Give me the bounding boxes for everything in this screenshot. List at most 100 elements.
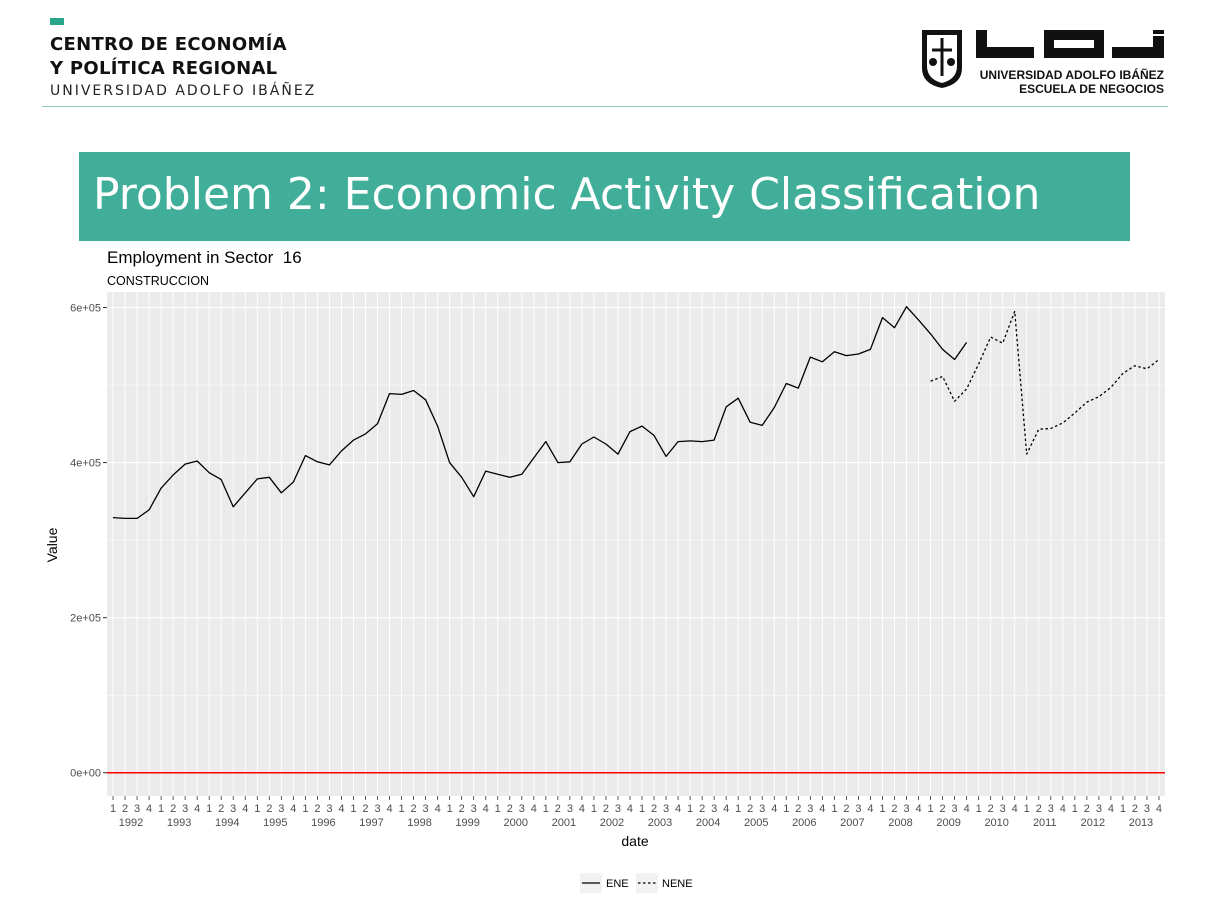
- x-tick-label-year: 2000: [504, 817, 528, 829]
- x-tick-label-quarter: 4: [386, 803, 392, 815]
- x-tick-label-quarter: 3: [952, 803, 958, 815]
- x-tick-label-quarter: 1: [831, 803, 837, 815]
- x-tick-label-quarter: 4: [771, 803, 777, 815]
- uai-wordmark-icon: [976, 30, 1164, 58]
- x-tick-label-quarter: 3: [567, 803, 573, 815]
- x-tick-label-quarter: 2: [940, 803, 946, 815]
- x-tick-label-quarter: 1: [687, 803, 693, 815]
- x-tick-label-quarter: 3: [423, 803, 429, 815]
- x-tick-label-year: 2002: [600, 817, 624, 829]
- x-tick-label-quarter: 3: [134, 803, 140, 815]
- org-name-line2: Y POLÍTICA REGIONAL: [50, 58, 278, 79]
- cepr-logo: CENTRO DE ECONOMÍA Y POLÍTICA REGIONAL U…: [50, 18, 316, 101]
- x-tick-label-year: 2006: [792, 817, 816, 829]
- slide-title: Problem 2: Economic Activity Classificat…: [93, 169, 1041, 220]
- x-tick-label-quarter: 4: [194, 803, 200, 815]
- x-tick-label-quarter: 1: [1120, 803, 1126, 815]
- x-tick-label-quarter: 4: [1060, 803, 1066, 815]
- x-tick-label-quarter: 1: [1024, 803, 1030, 815]
- x-tick-label-quarter: 1: [735, 803, 741, 815]
- x-tick-label-quarter: 3: [615, 803, 621, 815]
- x-tick-label-quarter: 2: [843, 803, 849, 815]
- x-tick-label-quarter: 1: [976, 803, 982, 815]
- x-tick-label-quarter: 3: [471, 803, 477, 815]
- x-tick-label-quarter: 1: [158, 803, 164, 815]
- org-university: UNIVERSIDAD ADOLFO IBÁÑEZ: [50, 83, 317, 99]
- y-tick-label: 0e+00: [70, 768, 101, 780]
- x-tick-label-quarter: 2: [459, 803, 465, 815]
- x-tick-label-quarter: 4: [1012, 803, 1018, 815]
- x-tick-label-year: 1993: [167, 817, 191, 829]
- plot-background: [107, 292, 1165, 796]
- x-tick-label-year: 1999: [455, 817, 479, 829]
- employment-line-chart: Employment in Sector 16 CONSTRUCCION 0e+…: [44, 248, 1165, 893]
- x-tick-label-quarter: 4: [1108, 803, 1114, 815]
- x-tick-label-quarter: 2: [699, 803, 705, 815]
- x-tick-label-quarter: 3: [1096, 803, 1102, 815]
- y-axis: 0e+00 2e+05 4e+05 6e+05: [70, 303, 107, 780]
- y-tick-label: 4e+05: [70, 458, 101, 470]
- x-tick-label-quarter: 4: [964, 803, 970, 815]
- legend-label-nene: NENE: [662, 878, 693, 890]
- x-tick-label-quarter: 2: [795, 803, 801, 815]
- x-tick-label-quarter: 1: [591, 803, 597, 815]
- x-tick-label-quarter: 1: [206, 803, 212, 815]
- x-tick-label-quarter: 1: [1072, 803, 1078, 815]
- x-tick-label-quarter: 2: [891, 803, 897, 815]
- x-tick-label-quarter: 2: [218, 803, 224, 815]
- x-tick-label-year: 2004: [696, 817, 720, 829]
- x-tick-label-quarter: 2: [507, 803, 513, 815]
- x-tick-label-year: 1995: [263, 817, 287, 829]
- chart-legend: ENE NENE: [580, 873, 693, 893]
- series-line-ene: [112, 306, 968, 520]
- x-tick-label-year: 2008: [888, 817, 912, 829]
- legend-key-nene: [636, 873, 658, 893]
- brand-mark-icon: [50, 18, 64, 25]
- x-tick-label-quarter: 3: [326, 803, 332, 815]
- x-tick-label-quarter: 1: [543, 803, 549, 815]
- y-axis-title: Value: [44, 527, 60, 562]
- y-tick-label: 6e+05: [70, 303, 101, 315]
- x-tick-label-year: 2010: [984, 817, 1008, 829]
- x-tick-label-year: 2005: [744, 817, 768, 829]
- x-tick-label-year: 2001: [552, 817, 576, 829]
- x-tick-label-quarter: 2: [555, 803, 561, 815]
- x-tick-label-quarter: 3: [278, 803, 284, 815]
- x-tick-label-quarter: 2: [362, 803, 368, 815]
- x-tick-label-quarter: 2: [988, 803, 994, 815]
- x-tick-label-quarter: 1: [927, 803, 933, 815]
- x-tick-label-quarter: 3: [230, 803, 236, 815]
- chart-subtitle: CONSTRUCCION: [107, 274, 209, 288]
- series-lines: [112, 306, 1160, 520]
- x-tick-label-quarter: 1: [254, 803, 260, 815]
- header-divider: [42, 106, 1168, 107]
- x-tick-label-quarter: 4: [675, 803, 681, 815]
- uai-school: ESCUELA DE NEGOCIOS: [1019, 82, 1164, 96]
- x-tick-label-quarter: 3: [1144, 803, 1150, 815]
- x-tick-label-quarter: 4: [242, 803, 248, 815]
- x-tick-label-year: 2003: [648, 817, 672, 829]
- chart-title: Employment in Sector 16: [107, 248, 302, 267]
- x-tick-label-quarter: 2: [1036, 803, 1042, 815]
- x-axis-title: date: [621, 833, 648, 849]
- x-tick-label-quarter: 3: [663, 803, 669, 815]
- x-tick-label-quarter: 3: [903, 803, 909, 815]
- x-tick-label-quarter: 3: [519, 803, 525, 815]
- x-tick-label-quarter: 2: [1084, 803, 1090, 815]
- x-tick-label-quarter: 4: [483, 803, 489, 815]
- slide-title-banner: Problem 2: Economic Activity Classificat…: [79, 152, 1130, 241]
- x-tick-label-year: 2013: [1129, 817, 1153, 829]
- x-tick-label-year: 2011: [1033, 817, 1057, 829]
- x-tick-label-quarter: 3: [1000, 803, 1006, 815]
- x-tick-label-year: 2007: [840, 817, 864, 829]
- x-tick-label-quarter: 3: [374, 803, 380, 815]
- x-tick-label-quarter: 3: [759, 803, 765, 815]
- org-name-line1: CENTRO DE ECONOMÍA: [50, 34, 287, 55]
- x-tick-label-quarter: 4: [819, 803, 825, 815]
- x-tick-label-quarter: 3: [855, 803, 861, 815]
- x-tick-label-quarter: 1: [447, 803, 453, 815]
- x-tick-label-quarter: 3: [711, 803, 717, 815]
- x-tick-label-quarter: 2: [314, 803, 320, 815]
- university-seal-icon: [922, 30, 962, 88]
